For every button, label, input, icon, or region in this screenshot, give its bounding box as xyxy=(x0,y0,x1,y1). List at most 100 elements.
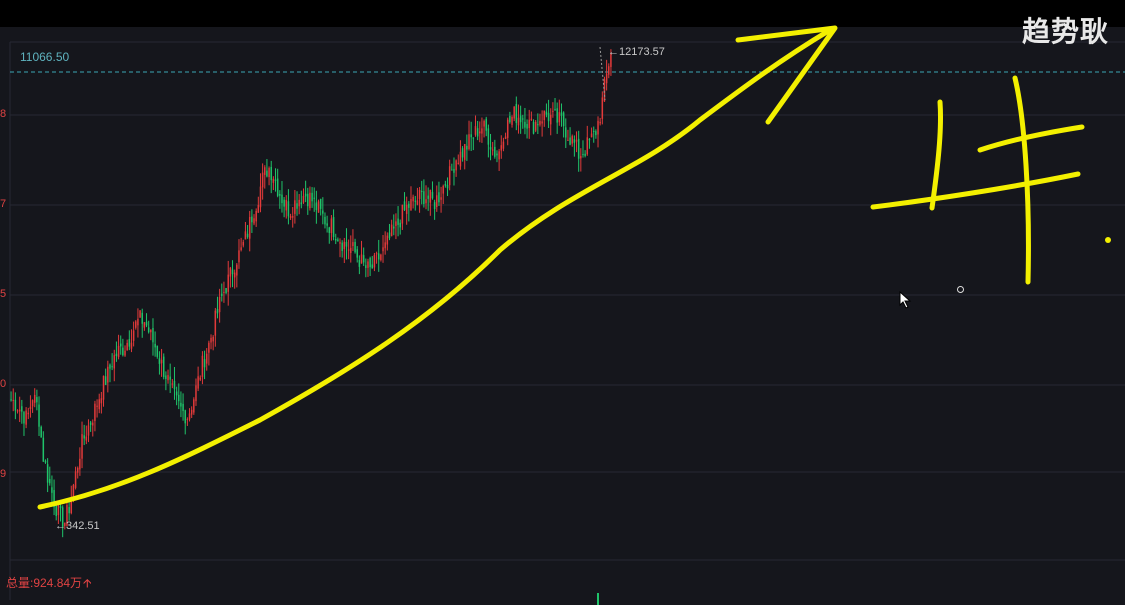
candle-body xyxy=(178,394,180,402)
candle-body xyxy=(399,222,401,228)
candle-body xyxy=(246,233,249,238)
candle-body xyxy=(223,291,225,293)
candle-body xyxy=(51,487,53,493)
candle-body xyxy=(414,200,417,202)
candle-body xyxy=(233,272,236,278)
candle-body xyxy=(354,241,356,253)
candle-body xyxy=(429,189,432,203)
candle-body xyxy=(55,503,57,517)
candle-body xyxy=(408,203,410,208)
candle-body xyxy=(79,458,81,470)
candle-body xyxy=(212,336,214,342)
low-price-label: ←342.51 xyxy=(55,520,100,532)
candle-body xyxy=(425,199,427,204)
candle-body xyxy=(347,249,350,251)
candle-body xyxy=(257,205,260,213)
candle-body xyxy=(539,120,541,125)
grid-lines xyxy=(9,41,1125,600)
candle-body xyxy=(515,103,518,123)
candle-body xyxy=(522,118,524,120)
y-tick-label: 8 xyxy=(0,108,7,120)
candle-body xyxy=(311,192,313,202)
candle-body xyxy=(433,202,436,210)
candle-body xyxy=(547,112,550,122)
candle-body xyxy=(276,178,279,196)
candle-body xyxy=(128,339,131,347)
candle-body xyxy=(107,366,109,383)
candle-body xyxy=(565,127,567,138)
candle-body xyxy=(337,239,339,242)
candle-body xyxy=(294,200,296,214)
candle-body xyxy=(584,153,586,156)
candle-body xyxy=(330,218,333,234)
candle-body xyxy=(298,199,300,207)
candle-body xyxy=(132,330,135,341)
candle-body xyxy=(40,426,42,438)
candle-body xyxy=(74,471,77,488)
candle-body xyxy=(556,108,558,123)
candle-body xyxy=(225,288,227,293)
candle-body xyxy=(274,179,277,181)
candle-body xyxy=(102,375,105,400)
handwritten-stroke-1 xyxy=(929,99,944,211)
candle-body xyxy=(375,253,378,255)
volume-bar xyxy=(597,593,599,605)
candle-body xyxy=(455,160,457,171)
candle-body xyxy=(197,376,199,389)
candle-body xyxy=(562,112,565,127)
candle-body xyxy=(31,400,34,407)
candle-body xyxy=(76,467,79,473)
candle-body xyxy=(289,216,292,219)
candle-body xyxy=(83,435,85,439)
y-tick-label: 7 xyxy=(0,198,7,210)
candle-body xyxy=(251,216,253,223)
candle-body xyxy=(543,110,546,121)
candle-body xyxy=(160,359,163,364)
candle-body xyxy=(81,434,83,459)
candle-body xyxy=(592,130,595,132)
candle-body xyxy=(603,79,606,102)
candle-body xyxy=(315,202,318,211)
candle-body xyxy=(259,186,262,208)
candle-body xyxy=(334,238,337,241)
candle-body xyxy=(100,398,103,404)
candle-body xyxy=(49,478,51,484)
candle-body xyxy=(135,321,137,328)
candle-body xyxy=(33,394,36,403)
candle-body xyxy=(27,412,30,415)
candle-body xyxy=(595,131,597,136)
candle-body xyxy=(339,242,341,244)
candle-body xyxy=(36,397,38,403)
candle-body xyxy=(264,167,266,175)
candle-body xyxy=(457,162,460,164)
candle-body xyxy=(463,144,466,160)
candle-body xyxy=(332,217,335,237)
candle-body xyxy=(158,358,161,364)
volume-total-text: 总量:924.84万 xyxy=(6,576,83,590)
candle-body xyxy=(42,437,45,462)
candle-body xyxy=(210,337,212,343)
candle-body xyxy=(186,418,189,420)
candle-body xyxy=(46,464,49,483)
candle-body xyxy=(255,210,257,222)
candle-body xyxy=(266,170,268,177)
candle-body xyxy=(87,425,90,436)
candle-body xyxy=(240,247,242,251)
candle-body xyxy=(203,359,206,368)
candle-body xyxy=(10,399,12,401)
candle-body xyxy=(175,391,178,396)
candle-body xyxy=(582,154,584,156)
candle-body xyxy=(393,226,395,229)
candle-body xyxy=(448,166,451,186)
handwritten-stroke-2 xyxy=(977,124,1085,153)
candle-body xyxy=(502,141,505,149)
candle-body xyxy=(307,193,309,207)
candle-body xyxy=(608,66,610,75)
candle-body xyxy=(272,178,275,183)
candle-body xyxy=(517,117,520,126)
candle-body xyxy=(545,111,548,115)
candle-body xyxy=(124,350,126,356)
candle-body xyxy=(171,383,174,385)
